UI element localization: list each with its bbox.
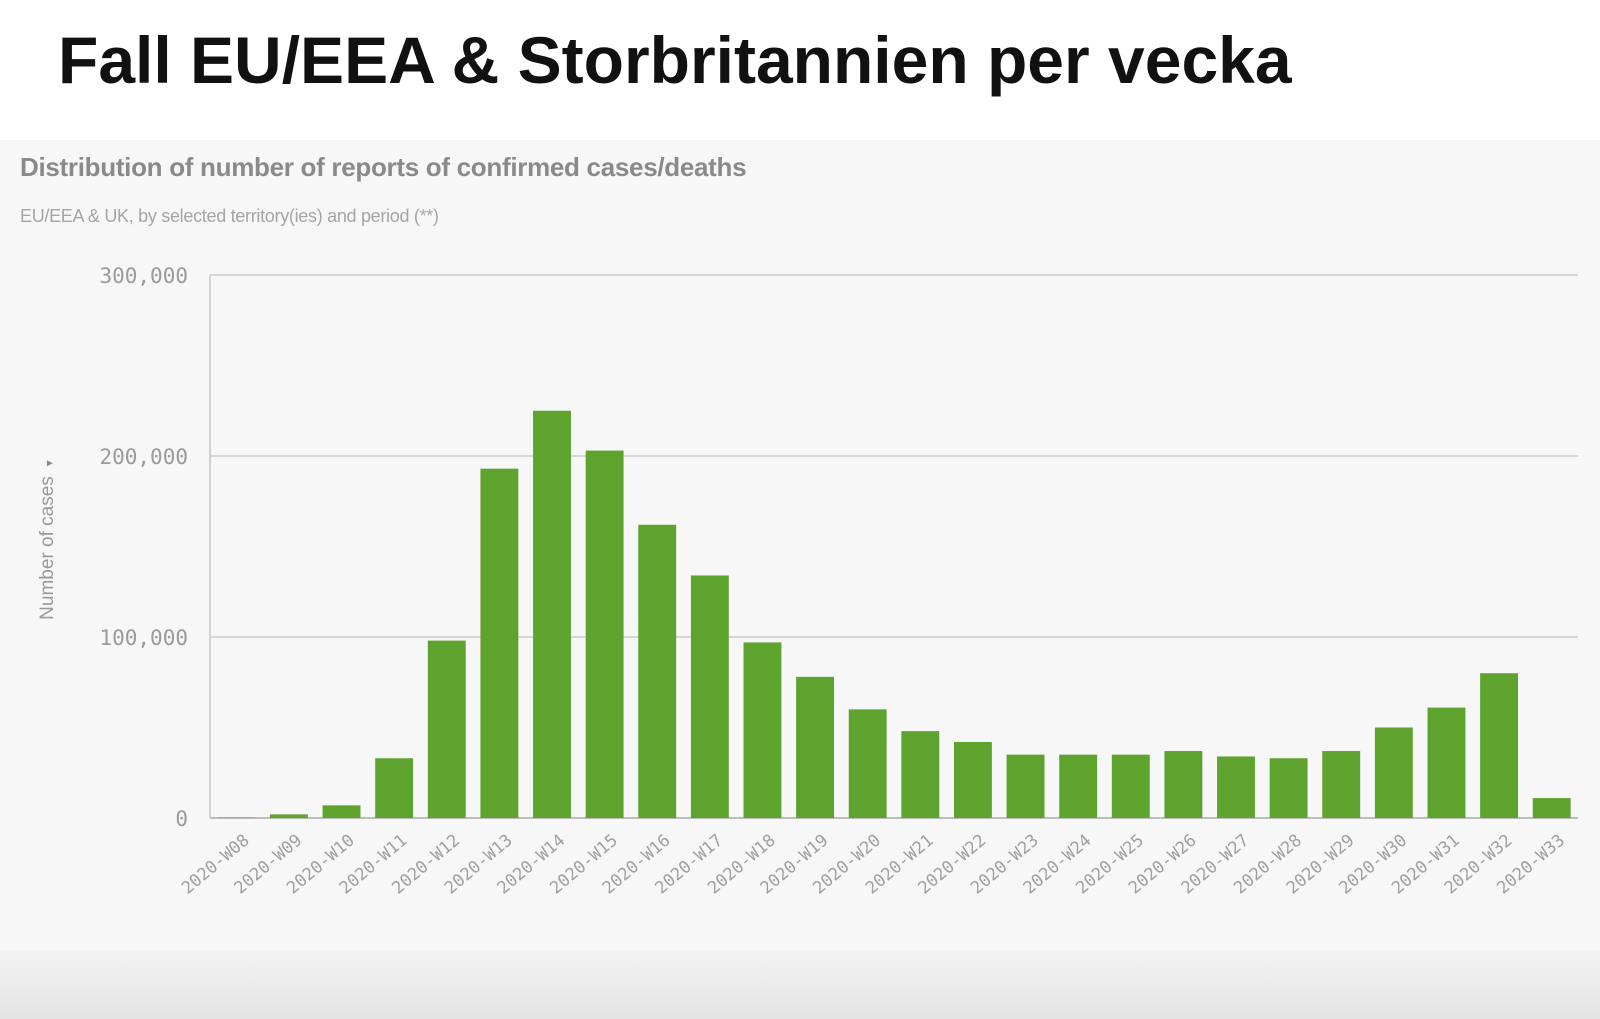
bar-2020-W27[interactable] <box>1217 756 1255 818</box>
bar-2020-W32[interactable] <box>1480 673 1519 818</box>
bar-2020-W18[interactable] <box>743 642 782 818</box>
bar-2020-W17[interactable] <box>690 575 729 818</box>
bar-2020-W22[interactable] <box>953 741 992 818</box>
x-tick-labels: 2020-W082020-W092020-W102020-W112020-W12… <box>178 831 1569 899</box>
bar-2020-W23[interactable] <box>1006 754 1045 818</box>
bar-2020-W19[interactable] <box>796 676 835 818</box>
bars <box>217 410 1571 819</box>
bar-2020-W14[interactable] <box>533 410 571 818</box>
bar-2020-W13[interactable] <box>480 468 519 818</box>
bar-2020-W30[interactable] <box>1374 727 1413 819</box>
bar-2020-W29[interactable] <box>1322 751 1361 818</box>
bar-2020-W15[interactable] <box>585 450 624 818</box>
slide-title: Fall EU/EEA & Storbritannien per vecka <box>58 23 1292 97</box>
bar-2020-W16[interactable] <box>638 524 677 818</box>
bar-2020-W20[interactable] <box>848 709 887 818</box>
bar-2020-W33[interactable] <box>1532 798 1571 818</box>
bar-2020-W26[interactable] <box>1164 751 1203 818</box>
bar-2020-W12[interactable] <box>427 640 466 818</box>
bar-2020-W25[interactable] <box>1111 754 1150 818</box>
bar-2020-W24[interactable] <box>1059 754 1098 818</box>
grid-lines <box>209 274 1578 819</box>
chart-panel <box>0 140 1600 960</box>
bar-2020-W31[interactable] <box>1427 707 1466 818</box>
y-tick-label: 300,000 <box>99 264 188 288</box>
y-tick-labels: 0 100,000 200,000 300,000 <box>99 264 188 831</box>
bar-2020-W09[interactable] <box>269 814 308 818</box>
bar-2020-W10[interactable] <box>322 805 361 818</box>
bottom-band <box>0 950 1600 1019</box>
y-tick-label: 100,000 <box>99 626 188 650</box>
chart-subtitle: EU/EEA & UK, by selected territory(ies) … <box>20 206 439 226</box>
y-tick-label: 0 <box>175 807 188 831</box>
bar-2020-W11[interactable] <box>375 758 414 818</box>
bar-2020-W21[interactable] <box>901 731 940 818</box>
y-tick-label: 200,000 <box>99 445 188 469</box>
bar-2020-W28[interactable] <box>1269 758 1308 818</box>
chart-title: Distribution of number of reports of con… <box>20 152 747 182</box>
